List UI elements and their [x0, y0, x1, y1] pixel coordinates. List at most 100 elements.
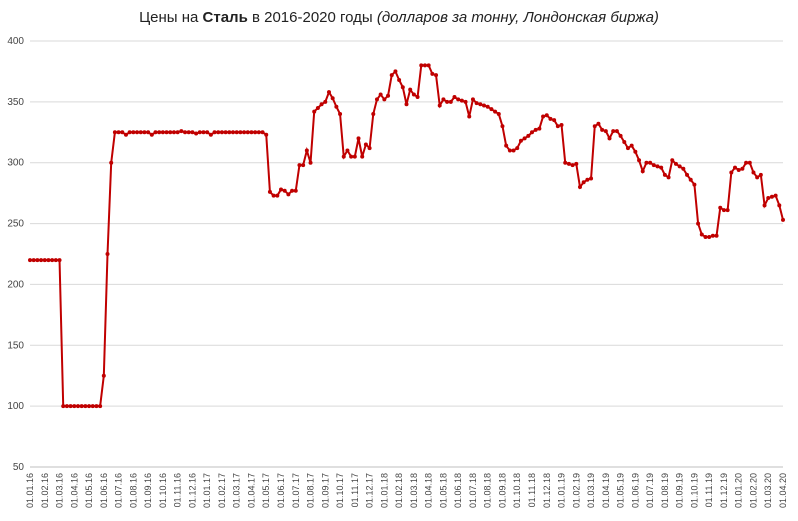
point	[577, 185, 582, 190]
x-tick-label: 01.12.18	[542, 473, 552, 508]
x-tick-label: 01.03.19	[586, 473, 596, 508]
point	[644, 160, 649, 165]
point	[186, 130, 191, 135]
point	[146, 130, 151, 135]
point	[640, 169, 645, 174]
point	[245, 130, 250, 135]
point	[426, 63, 431, 68]
point	[94, 404, 99, 409]
point	[589, 176, 594, 181]
point	[349, 154, 354, 159]
point	[659, 165, 664, 170]
point	[637, 158, 642, 163]
x-tick-label: 01.11.19	[704, 473, 714, 507]
x-tick-label: 01.12.19	[719, 473, 729, 508]
point	[112, 130, 117, 135]
point	[28, 258, 32, 263]
point	[773, 193, 778, 198]
point	[662, 172, 667, 177]
point	[434, 73, 439, 78]
point	[293, 188, 298, 193]
x-tick-label: 01.03.18	[409, 473, 419, 508]
x-tick-label: 01.11.17	[350, 473, 360, 507]
point	[153, 130, 158, 135]
title-italic: (долларов за тонну, Лондонская биржа)	[377, 9, 659, 26]
point	[696, 221, 701, 226]
point	[338, 112, 343, 117]
point	[537, 126, 542, 131]
point	[762, 203, 767, 208]
point	[493, 109, 498, 114]
point	[135, 130, 140, 135]
point	[633, 149, 638, 154]
x-tick-label: 01.03.20	[763, 473, 773, 508]
x-tick-label: 01.02.20	[748, 473, 758, 508]
x-tick-label: 01.07.19	[645, 473, 655, 508]
point	[673, 161, 678, 166]
point	[101, 373, 106, 378]
point	[625, 146, 630, 151]
x-tick-label: 01.09.18	[497, 473, 507, 508]
x-tick-label: 01.10.17	[335, 473, 345, 508]
x-tick-label: 01.01.17	[202, 473, 212, 508]
point	[758, 172, 763, 177]
point	[164, 130, 169, 135]
point	[478, 102, 483, 107]
point	[386, 93, 391, 98]
title-text: в 2016-2020 годы	[248, 9, 377, 26]
point	[544, 113, 549, 118]
title-text: Цены на	[139, 9, 202, 26]
point	[356, 136, 361, 141]
x-tick-label: 01.04.18	[424, 473, 434, 508]
point	[710, 233, 715, 238]
x-tick-label: 01.10.16	[158, 473, 168, 508]
x-tick-label: 01.08.19	[660, 473, 670, 508]
y-tick-label: 400	[7, 36, 24, 47]
point	[312, 109, 317, 114]
point	[42, 258, 47, 263]
point	[603, 129, 608, 134]
point	[57, 258, 62, 263]
point	[382, 97, 387, 102]
point	[345, 148, 350, 153]
point	[655, 164, 660, 169]
point	[290, 188, 295, 193]
point	[197, 130, 202, 135]
x-tick-label: 01.08.16	[128, 473, 138, 508]
point	[522, 136, 527, 141]
x-tick-label: 01.05.19	[616, 473, 626, 508]
point	[157, 130, 162, 135]
x-tick-label: 01.06.19	[630, 473, 640, 508]
point	[319, 102, 324, 107]
point	[367, 146, 372, 151]
point	[352, 154, 357, 159]
point	[470, 97, 475, 102]
x-tick-label: 01.06.16	[99, 473, 109, 508]
point	[393, 69, 398, 74]
point	[363, 142, 368, 147]
point	[216, 130, 221, 135]
point	[670, 158, 675, 163]
point	[179, 129, 184, 134]
point	[286, 192, 291, 197]
point	[378, 92, 383, 97]
x-tick-label: 01.01.19	[557, 473, 567, 508]
point	[452, 94, 457, 99]
point	[718, 205, 723, 210]
point	[64, 404, 69, 409]
point	[279, 187, 283, 192]
x-tick-label: 01.11.18	[527, 473, 537, 507]
point	[127, 130, 132, 135]
x-tick-label: 01.02.18	[394, 473, 404, 508]
point	[35, 258, 40, 263]
x-tick-label: 01.07.18	[468, 473, 478, 508]
point	[530, 130, 534, 135]
point	[618, 133, 623, 138]
x-tick-label: 01.10.18	[512, 473, 522, 508]
line	[30, 64, 784, 408]
x-tick-label: 01.03.17	[232, 473, 242, 508]
point	[533, 127, 538, 132]
point	[541, 114, 546, 119]
point	[707, 234, 712, 239]
point	[227, 130, 232, 135]
